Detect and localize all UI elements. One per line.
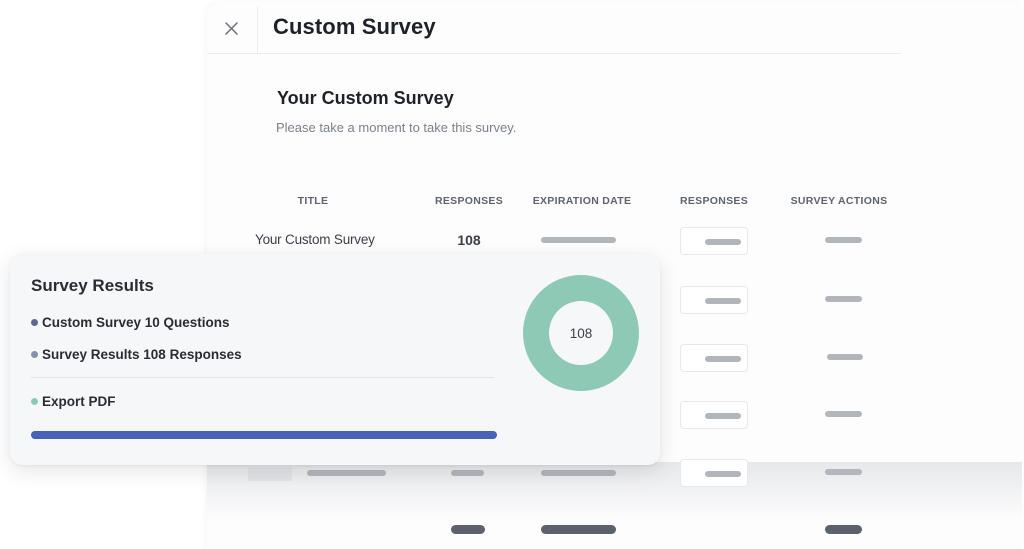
export-pdf-link[interactable]: Export PDF	[31, 394, 116, 409]
expiration-date-placeholder	[541, 525, 616, 534]
responses-button[interactable]	[680, 227, 748, 255]
responses-button[interactable]	[680, 344, 748, 372]
responses-button[interactable]	[680, 401, 748, 429]
column-header-expiration-date[interactable]: EXPIRATION DATE	[532, 195, 632, 207]
bullet-dot-icon	[31, 398, 38, 405]
column-header-survey-actions[interactable]: SURVEY ACTIONS	[790, 195, 888, 207]
close-button[interactable]	[220, 16, 242, 40]
item-label: Custom Survey 10 Questions	[42, 315, 230, 330]
questions-item: Custom Survey 10 Questions	[31, 315, 230, 330]
responses-donut-chart: 108	[523, 275, 639, 391]
survey-action-placeholder[interactable]	[825, 237, 862, 243]
placeholder-bar	[705, 471, 741, 477]
survey-results-card: Survey Results Custom Survey 10 Question…	[10, 254, 660, 465]
bullet-dot-icon	[31, 319, 38, 326]
survey-subtitle: Please take a moment to take this survey…	[276, 120, 517, 135]
expiration-date-placeholder	[541, 237, 616, 243]
survey-action-placeholder[interactable]	[827, 354, 863, 360]
panel-header: Custom Survey	[207, 2, 901, 54]
card-divider	[31, 377, 494, 378]
donut-center: 108	[549, 301, 613, 365]
card-title: Survey Results	[31, 276, 154, 295]
responses-placeholder	[451, 525, 485, 534]
responses-count-cell: 108	[457, 232, 481, 248]
responses-button[interactable]	[680, 459, 748, 487]
responses-placeholder	[451, 470, 484, 476]
header-divider	[257, 6, 258, 54]
column-header-title[interactable]: TITLE	[297, 195, 329, 207]
survey-action-placeholder[interactable]	[825, 469, 862, 475]
placeholder-bar	[705, 298, 741, 304]
page-title: Custom Survey	[273, 14, 436, 39]
placeholder-bar	[705, 239, 741, 245]
survey-action-placeholder[interactable]	[825, 296, 862, 302]
survey-action-placeholder[interactable]	[825, 411, 862, 417]
responses-item: Survey Results 108 Responses	[31, 347, 242, 362]
progress-bar	[31, 431, 497, 439]
row-thumbnail-placeholder	[248, 467, 292, 481]
donut-value: 108	[569, 325, 593, 341]
item-label: Survey Results 108 Responses	[42, 347, 242, 362]
expiration-date-placeholder	[541, 470, 616, 476]
bullet-dot-icon	[31, 351, 38, 358]
column-header-responses-2[interactable]: RESPONSES	[679, 195, 749, 207]
close-icon	[224, 21, 238, 35]
responses-button[interactable]	[680, 286, 748, 314]
survey-heading: Your Custom Survey	[277, 88, 454, 108]
placeholder-bar	[705, 356, 741, 362]
item-label: Export PDF	[42, 394, 116, 409]
column-header-responses[interactable]: RESPONSES	[434, 195, 504, 207]
survey-title-cell[interactable]: Your Custom Survey	[255, 232, 375, 247]
title-placeholder	[307, 470, 386, 476]
placeholder-bar	[705, 413, 741, 419]
survey-action-placeholder[interactable]	[825, 525, 862, 534]
